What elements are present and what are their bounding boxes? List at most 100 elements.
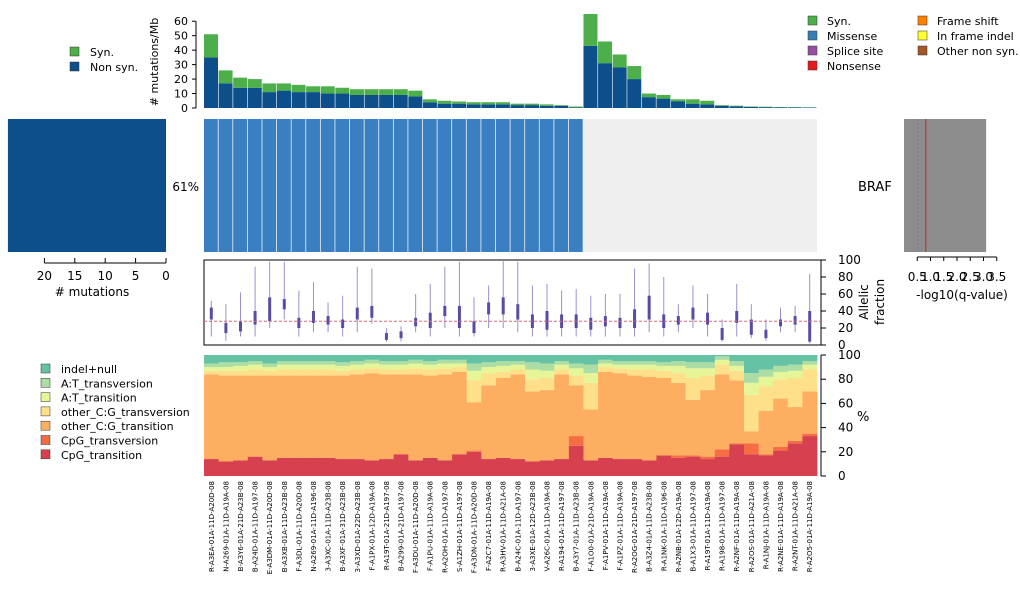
spectrum-segment-cpg-transition — [729, 445, 744, 476]
spectrum-segment-indel-null — [686, 355, 701, 362]
legend-swatch — [70, 62, 79, 71]
rate-bar-syn — [423, 99, 437, 102]
rate-bar-nonsyn — [423, 102, 437, 108]
spectrum-segment-other-c-g-transition — [248, 376, 263, 457]
spectrum-segment-a-t-transition — [569, 368, 584, 375]
spectrum-segment-cpg-transversion — [788, 441, 803, 443]
spectrum-segment-a-t-transition — [656, 366, 671, 371]
legend-swatch — [41, 378, 50, 387]
sample-name-label: 3-A3XC-01A-11D-A23B-08 — [325, 481, 333, 571]
sample-name-label: R-A2NE-01A-11D-A19A-08 — [777, 481, 785, 572]
spectrum-segment-indel-null — [350, 355, 365, 361]
legend-label: Splice site — [827, 45, 883, 58]
matrix-cell-missense — [540, 119, 554, 252]
rate-bar-nonsyn — [496, 104, 510, 108]
spectrum-segment-a-t-transversion — [686, 362, 701, 368]
spectrum-segment-other-c-g-transition — [642, 377, 657, 460]
legend-label: Nonsense — [827, 60, 881, 73]
matrix-cell-missense — [365, 119, 379, 252]
spectrum-segment-a-t-transition — [394, 365, 409, 370]
spectrum-segment-indel-null — [204, 355, 219, 363]
matrix-cell-missense — [306, 119, 320, 252]
af-box — [385, 333, 388, 340]
spectrum-segment-other-c-g-transition — [773, 399, 788, 447]
af-box — [677, 316, 680, 325]
spectrum-segment-a-t-transition — [204, 367, 219, 371]
sample-name-label: 3-A3XE-01A-12D-A23B-08 — [529, 481, 537, 571]
rate-bar-nonsyn — [729, 106, 743, 108]
matrix-cell-missense — [569, 119, 583, 252]
spectrum-segment-other-c-g-transition — [204, 374, 219, 459]
sample-name-label: R-A198-01A-11D-A197-08 — [719, 481, 727, 571]
spectrum-segment-a-t-transversion — [262, 363, 277, 367]
spectrum-segment-a-t-transversion — [408, 360, 423, 364]
af-box — [473, 321, 476, 333]
spectrum-segment-indel-null — [671, 355, 686, 361]
legend-swatch — [808, 46, 817, 55]
spectrum-segment-cpg-transition — [292, 458, 307, 476]
spectrum-segment-other-c-g-transversion — [656, 371, 671, 378]
spectrum-segment-cpg-transversion — [467, 451, 482, 452]
matrix-cell-missense — [350, 119, 364, 252]
spectrum-segment-cpg-transversion — [773, 447, 788, 451]
af-box — [545, 311, 548, 330]
af-y-axis-label: Allelic — [857, 284, 871, 320]
matrix-cell-missense — [481, 119, 495, 252]
spectrum-segment-other-c-g-transition — [423, 376, 438, 458]
spectrum-segment-cpg-transition — [438, 460, 453, 476]
spectrum-segment-indel-null — [438, 355, 453, 360]
matrix-cell-missense — [292, 119, 306, 252]
sample-name-label: R-A2OH-01A-11D-A197-08 — [441, 481, 449, 573]
spectrum-segment-other-c-g-transversion — [554, 370, 569, 375]
rate-bar-nonsyn — [365, 95, 379, 108]
spectrum-y-tick-label: 20 — [838, 445, 853, 459]
sample-name-label: E-A3DM-01A-11D-A20D-08 — [266, 481, 274, 574]
spectrum-segment-other-c-g-transition — [219, 376, 234, 462]
spectrum-segment-indel-null — [656, 355, 671, 362]
matrix-cell-missense — [423, 119, 437, 252]
rate-bar-syn — [627, 66, 641, 79]
rate-bar-nonsyn — [350, 95, 364, 108]
legend-label: other_C:G_transition — [61, 420, 174, 433]
af-box — [443, 306, 446, 316]
legend-swatch — [41, 393, 50, 402]
spectrum-segment-a-t-transition — [642, 365, 657, 370]
spectrum-segment-indel-null — [802, 355, 817, 361]
spectrum-segment-cpg-transition — [802, 436, 817, 476]
spectrum-segment-other-c-g-transition — [759, 411, 774, 455]
af-box — [327, 316, 330, 325]
spectrum-segment-other-c-g-transition — [656, 378, 671, 455]
spectrum-segment-other-c-g-transversion — [204, 371, 219, 375]
spectrum-segment-cpg-transition — [613, 459, 628, 476]
spectrum-segment-a-t-transversion — [700, 362, 715, 368]
matrix-cell-missense — [262, 119, 276, 252]
sample-name-label: N-A269-01A-11D-A19A-08 — [222, 481, 230, 572]
spectrum-segment-other-c-g-transversion — [365, 368, 380, 373]
rate-bar-syn — [365, 89, 379, 95]
sample-name-label: F-A3DL-01A-11D-A20D-08 — [295, 481, 303, 572]
rate-bar-syn — [715, 105, 729, 106]
spectrum-segment-other-c-g-transversion — [744, 395, 759, 431]
spectrum-segment-a-t-transition — [715, 360, 730, 365]
spectrum-segment-cpg-transition — [233, 460, 248, 476]
spectrum-segment-other-c-g-transition — [306, 376, 321, 458]
spectrum-segment-indel-null — [759, 355, 774, 370]
spectrum-segment-other-c-g-transversion — [613, 368, 628, 373]
af-box — [764, 330, 767, 339]
rate-bar-nonsyn — [277, 91, 291, 108]
sample-name-label: 3-A3XD-01A-22D-A23B-08 — [354, 481, 362, 572]
spectrum-segment-indel-null — [729, 355, 744, 361]
spectrum-segment-cpg-transversion — [715, 449, 730, 456]
spectrum-segment-a-t-transversion — [511, 361, 526, 365]
spectrum-segment-other-c-g-transition — [379, 374, 394, 459]
rate-bar-syn — [554, 105, 568, 106]
spectrum-segment-a-t-transition — [365, 363, 380, 368]
spectrum-segment-cpg-transition — [350, 459, 365, 476]
legend-swatch — [41, 436, 50, 445]
spectrum-segment-a-t-transversion — [671, 361, 686, 366]
spectrum-segment-cpg-transition — [277, 458, 292, 476]
af-box — [706, 313, 709, 325]
af-box — [502, 297, 505, 314]
spectrum-segment-other-c-g-transition — [481, 385, 496, 459]
